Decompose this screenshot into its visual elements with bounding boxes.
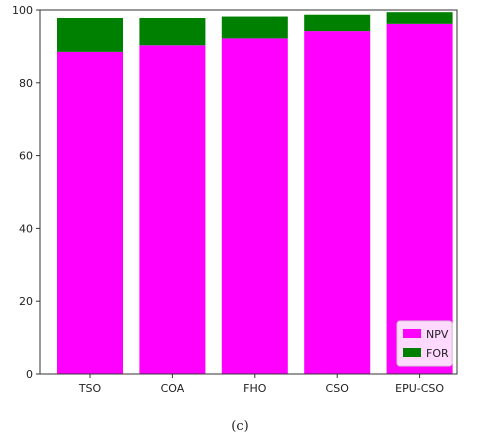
bar-npv-cso [304,31,371,374]
x-tick-label: TSO [78,382,102,395]
y-tick-label: 80 [19,77,33,90]
y-tick-label: 60 [19,150,33,163]
legend-label-npv: NPV [426,328,449,341]
y-tick-label: 0 [26,368,33,381]
plot-frame [39,9,458,375]
legend-label-for: FOR [426,347,449,360]
legend-swatch-npv [403,329,421,338]
bar-npv-fho [221,38,288,374]
figure-caption: (c) [231,419,249,434]
legend-swatch-for [403,348,421,357]
x-tick-label: EPU-CSO [395,382,444,395]
bar-npv-coa [139,45,206,375]
bar-for-cso [304,14,371,32]
y-tick-label: 20 [19,295,33,308]
y-tick-label: 40 [19,222,33,235]
bar-npv-epu-cso [386,23,453,374]
x-tick-label: CSO [326,382,350,395]
y-tick-label: 100 [12,4,33,17]
bar-npv-tso [57,51,123,375]
x-tick-label: FHO [243,382,267,395]
bar-for-epu-cso [386,12,453,24]
x-tick-label: COA [161,382,185,395]
bar-for-fho [221,16,288,39]
bar-for-coa [139,18,206,46]
bar-for-tso [57,18,123,52]
